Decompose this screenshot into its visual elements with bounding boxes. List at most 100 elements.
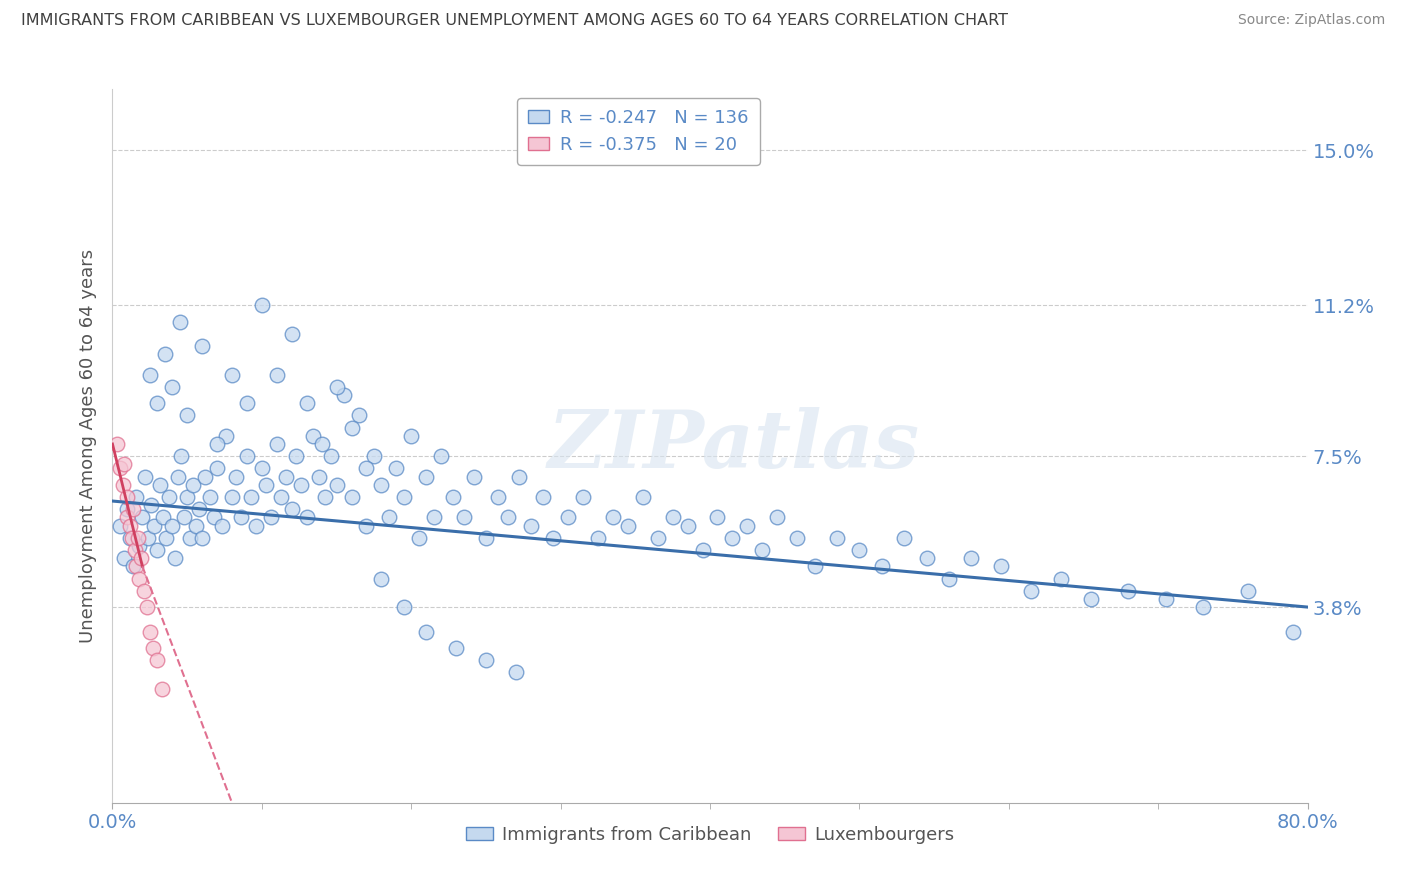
Point	[240, 490, 263, 504]
Point	[121, 531, 143, 545]
Point	[347, 409, 370, 423]
Point	[221, 490, 243, 504]
Point	[498, 510, 520, 524]
Point	[191, 339, 214, 353]
Point	[114, 551, 135, 566]
Point	[737, 518, 759, 533]
Point	[295, 396, 318, 410]
Point	[250, 298, 273, 312]
Point	[557, 510, 579, 524]
Y-axis label: Unemployment Among Ages 60 to 64 years: Unemployment Among Ages 60 to 64 years	[79, 249, 97, 643]
Point	[274, 469, 297, 483]
Point	[169, 315, 191, 329]
Point	[202, 510, 225, 524]
Point	[124, 543, 146, 558]
Point	[225, 469, 247, 483]
Point	[990, 559, 1012, 574]
Point	[129, 551, 152, 566]
Point	[138, 531, 160, 545]
Point	[692, 543, 714, 558]
Point	[1281, 624, 1303, 639]
Point	[586, 531, 609, 545]
Point	[128, 572, 150, 586]
Point	[356, 518, 378, 533]
Point	[176, 409, 198, 423]
Point	[120, 531, 142, 545]
Point	[167, 469, 190, 483]
Point	[281, 502, 304, 516]
Point	[128, 539, 150, 553]
Point	[142, 640, 165, 655]
Point	[135, 600, 157, 615]
Point	[848, 543, 870, 558]
Point	[1237, 583, 1260, 598]
Point	[266, 368, 288, 382]
Point	[647, 531, 669, 545]
Point	[236, 396, 259, 410]
Point	[408, 531, 430, 545]
Point	[165, 551, 187, 566]
Point	[281, 326, 304, 341]
Text: ZIPatlas: ZIPatlas	[548, 408, 920, 484]
Point	[181, 477, 204, 491]
Point	[211, 518, 233, 533]
Point	[415, 469, 437, 483]
Point	[1192, 600, 1215, 615]
Legend: Immigrants from Caribbean, Luxembourgers: Immigrants from Caribbean, Luxembourgers	[458, 819, 962, 851]
Point	[105, 437, 128, 451]
Point	[186, 518, 208, 533]
Point	[661, 510, 683, 524]
Point	[125, 490, 148, 504]
Point	[295, 510, 318, 524]
Point	[205, 437, 228, 451]
Point	[162, 518, 183, 533]
Point	[149, 477, 172, 491]
Point	[430, 449, 453, 463]
Point	[270, 490, 292, 504]
Point	[508, 469, 530, 483]
Point	[120, 518, 142, 533]
Point	[617, 518, 640, 533]
Point	[333, 388, 356, 402]
Point	[229, 510, 252, 524]
Point	[319, 449, 342, 463]
Point	[131, 510, 153, 524]
Point	[301, 429, 323, 443]
Point	[308, 469, 330, 483]
Point	[676, 518, 699, 533]
Point	[157, 490, 180, 504]
Point	[285, 449, 308, 463]
Point	[1118, 583, 1140, 598]
Point	[960, 551, 983, 566]
Point	[146, 396, 169, 410]
Point	[117, 510, 139, 524]
Point	[401, 429, 423, 443]
Point	[475, 653, 498, 667]
Point	[505, 665, 527, 680]
Point	[392, 490, 415, 504]
Point	[870, 559, 893, 574]
Point	[415, 624, 437, 639]
Point	[1080, 591, 1102, 606]
Point	[422, 510, 444, 524]
Text: IMMIGRANTS FROM CARIBBEAN VS LUXEMBOURGER UNEMPLOYMENT AMONG AGES 60 TO 64 YEARS: IMMIGRANTS FROM CARIBBEAN VS LUXEMBOURGE…	[21, 13, 1008, 29]
Point	[915, 551, 938, 566]
Point	[520, 518, 543, 533]
Point	[108, 461, 131, 475]
Point	[122, 502, 145, 516]
Point	[127, 531, 149, 545]
Point	[108, 518, 131, 533]
Point	[751, 543, 773, 558]
Point	[1019, 583, 1042, 598]
Point	[370, 477, 392, 491]
Point	[1154, 591, 1177, 606]
Point	[486, 490, 509, 504]
Point	[444, 640, 467, 655]
Point	[531, 490, 554, 504]
Point	[236, 449, 259, 463]
Point	[179, 531, 201, 545]
Point	[155, 531, 177, 545]
Point	[370, 572, 392, 586]
Point	[311, 437, 333, 451]
Point	[803, 559, 825, 574]
